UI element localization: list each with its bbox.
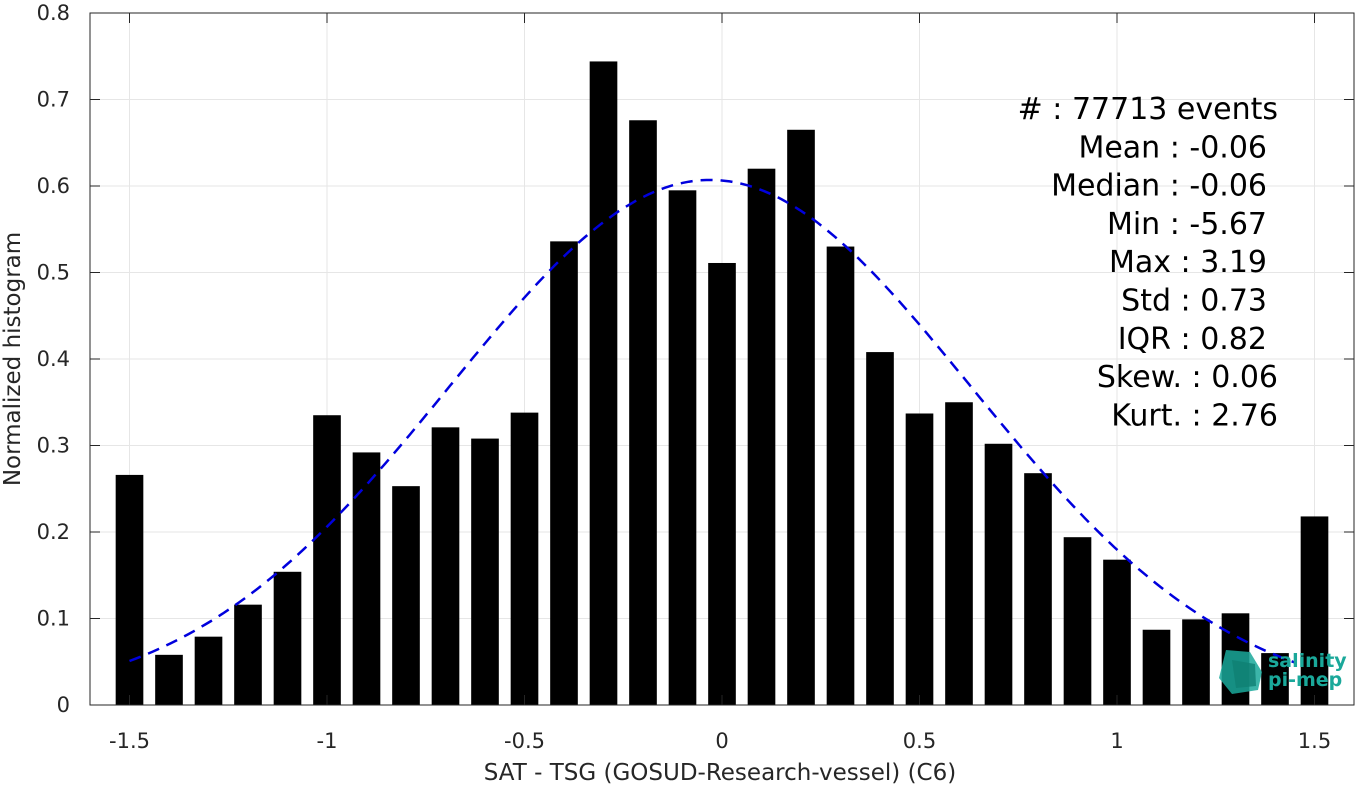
histogram-bar <box>392 486 420 705</box>
y-tick-label: 0.7 <box>37 88 70 112</box>
histogram-bar <box>747 168 776 705</box>
histogram-bar <box>589 61 618 705</box>
stat-line: # : 77713 events <box>1018 92 1278 127</box>
histogram-bar <box>945 402 973 705</box>
x-tick-label: -1 <box>317 729 338 753</box>
x-tick-label: 0 <box>715 729 728 753</box>
histogram-bar <box>787 129 815 705</box>
histogram-bar <box>313 415 341 705</box>
histogram-bar <box>352 452 381 705</box>
x-axis-title: SAT - TSG (GOSUD-Research-vessel) (C6) <box>484 760 956 785</box>
histogram-bar <box>1300 516 1329 705</box>
histogram-bar <box>984 443 1013 705</box>
x-tick-label: -1.5 <box>109 729 150 753</box>
histogram-bar <box>550 241 578 706</box>
x-tick-label: -0.5 <box>504 729 545 753</box>
logo-line-2: pi-mep <box>1268 669 1342 691</box>
logo-shape-inner <box>1232 660 1256 688</box>
histogram-bar <box>155 654 183 705</box>
y-axis-title: Normalized histogram <box>0 232 26 486</box>
histogram-bar <box>234 604 262 705</box>
fit-curve-layer <box>129 178 1296 664</box>
histogram-bar <box>510 412 539 705</box>
histogram-bar <box>115 474 144 705</box>
stat-line: Mean : -0.06 <box>1078 130 1267 165</box>
y-tick-label: 0 <box>57 693 70 717</box>
y-tick-label: 0.2 <box>37 520 70 544</box>
y-tick-label: 0.6 <box>37 174 70 198</box>
stat-line: Kurt. : 2.76 <box>1111 398 1278 433</box>
histogram-bar <box>629 120 657 705</box>
histogram-bar <box>708 262 736 705</box>
stat-line: Median : -0.06 <box>1051 169 1267 204</box>
histogram-bar <box>273 571 302 705</box>
tick-labels: -1.5 -1 -0.5 0 0.5 1 1.5 0 0.1 0.2 0.3 0.4 0.5 0.6 0.7… <box>37 1 1332 753</box>
histogram-bar <box>1182 619 1210 705</box>
histogram-bar <box>471 438 499 705</box>
histogram-bar <box>1261 653 1289 705</box>
histogram-bar <box>1103 559 1131 705</box>
histogram-bar <box>866 352 894 705</box>
normal-fit-curve <box>129 178 1296 664</box>
histogram-bars <box>115 61 1329 706</box>
histogram-bar <box>1063 537 1092 705</box>
histogram-bar <box>1024 473 1052 705</box>
stat-line: Max : 3.19 <box>1109 245 1267 280</box>
logo-line-1: salinity <box>1268 650 1347 672</box>
y-tick-label: 0.8 <box>37 1 70 25</box>
x-tick-label: 0.5 <box>903 729 936 753</box>
histogram-bar <box>194 636 223 705</box>
stat-line: IQR : 0.82 <box>1118 322 1267 357</box>
y-tick-label: 0.1 <box>37 607 70 631</box>
histogram-bar <box>905 413 934 705</box>
y-tick-label: 0.4 <box>37 347 70 371</box>
x-tick-label: 1 <box>1110 729 1123 753</box>
axes-frame <box>89 12 1355 706</box>
histogram-bar <box>1142 629 1171 705</box>
y-tick-label: 0.5 <box>37 261 70 285</box>
salinity-pi-mep-logo: salinity pi-mep <box>1219 650 1347 694</box>
histogram-bar <box>431 427 460 705</box>
stat-line: Std : 0.73 <box>1121 284 1267 319</box>
x-tick-label: 1.5 <box>1298 729 1331 753</box>
y-tick-label: 0.3 <box>37 434 70 458</box>
stat-line: Skew. : 0.06 <box>1097 360 1278 395</box>
histogram-bar <box>668 190 697 705</box>
stat-line: Min : -5.67 <box>1107 207 1267 242</box>
histogram-bar <box>826 246 855 706</box>
